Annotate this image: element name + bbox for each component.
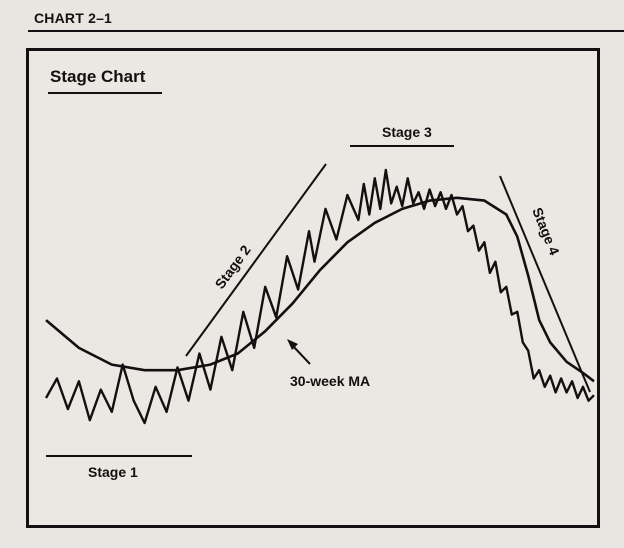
ma-label: 30-week MA: [290, 373, 370, 389]
stage3-label: Stage 3: [382, 124, 432, 140]
price-line: [44, 168, 595, 425]
ma-arrow-head: [287, 339, 298, 350]
title-underline: [48, 92, 162, 94]
stage2-label: Stage 2: [211, 242, 253, 292]
stage1-label: Stage 1: [88, 464, 138, 480]
stage4-guide-line: [499, 175, 591, 393]
moving-average-line: [45, 196, 595, 383]
page-header: CHART 2–1: [34, 10, 113, 26]
stage4-label: Stage 4: [529, 205, 563, 257]
stage2-guide-line: [185, 163, 327, 357]
ma-arrow-shaft: [291, 344, 311, 365]
header-rule: [28, 30, 624, 32]
chart-title: Stage Chart: [50, 67, 146, 86]
